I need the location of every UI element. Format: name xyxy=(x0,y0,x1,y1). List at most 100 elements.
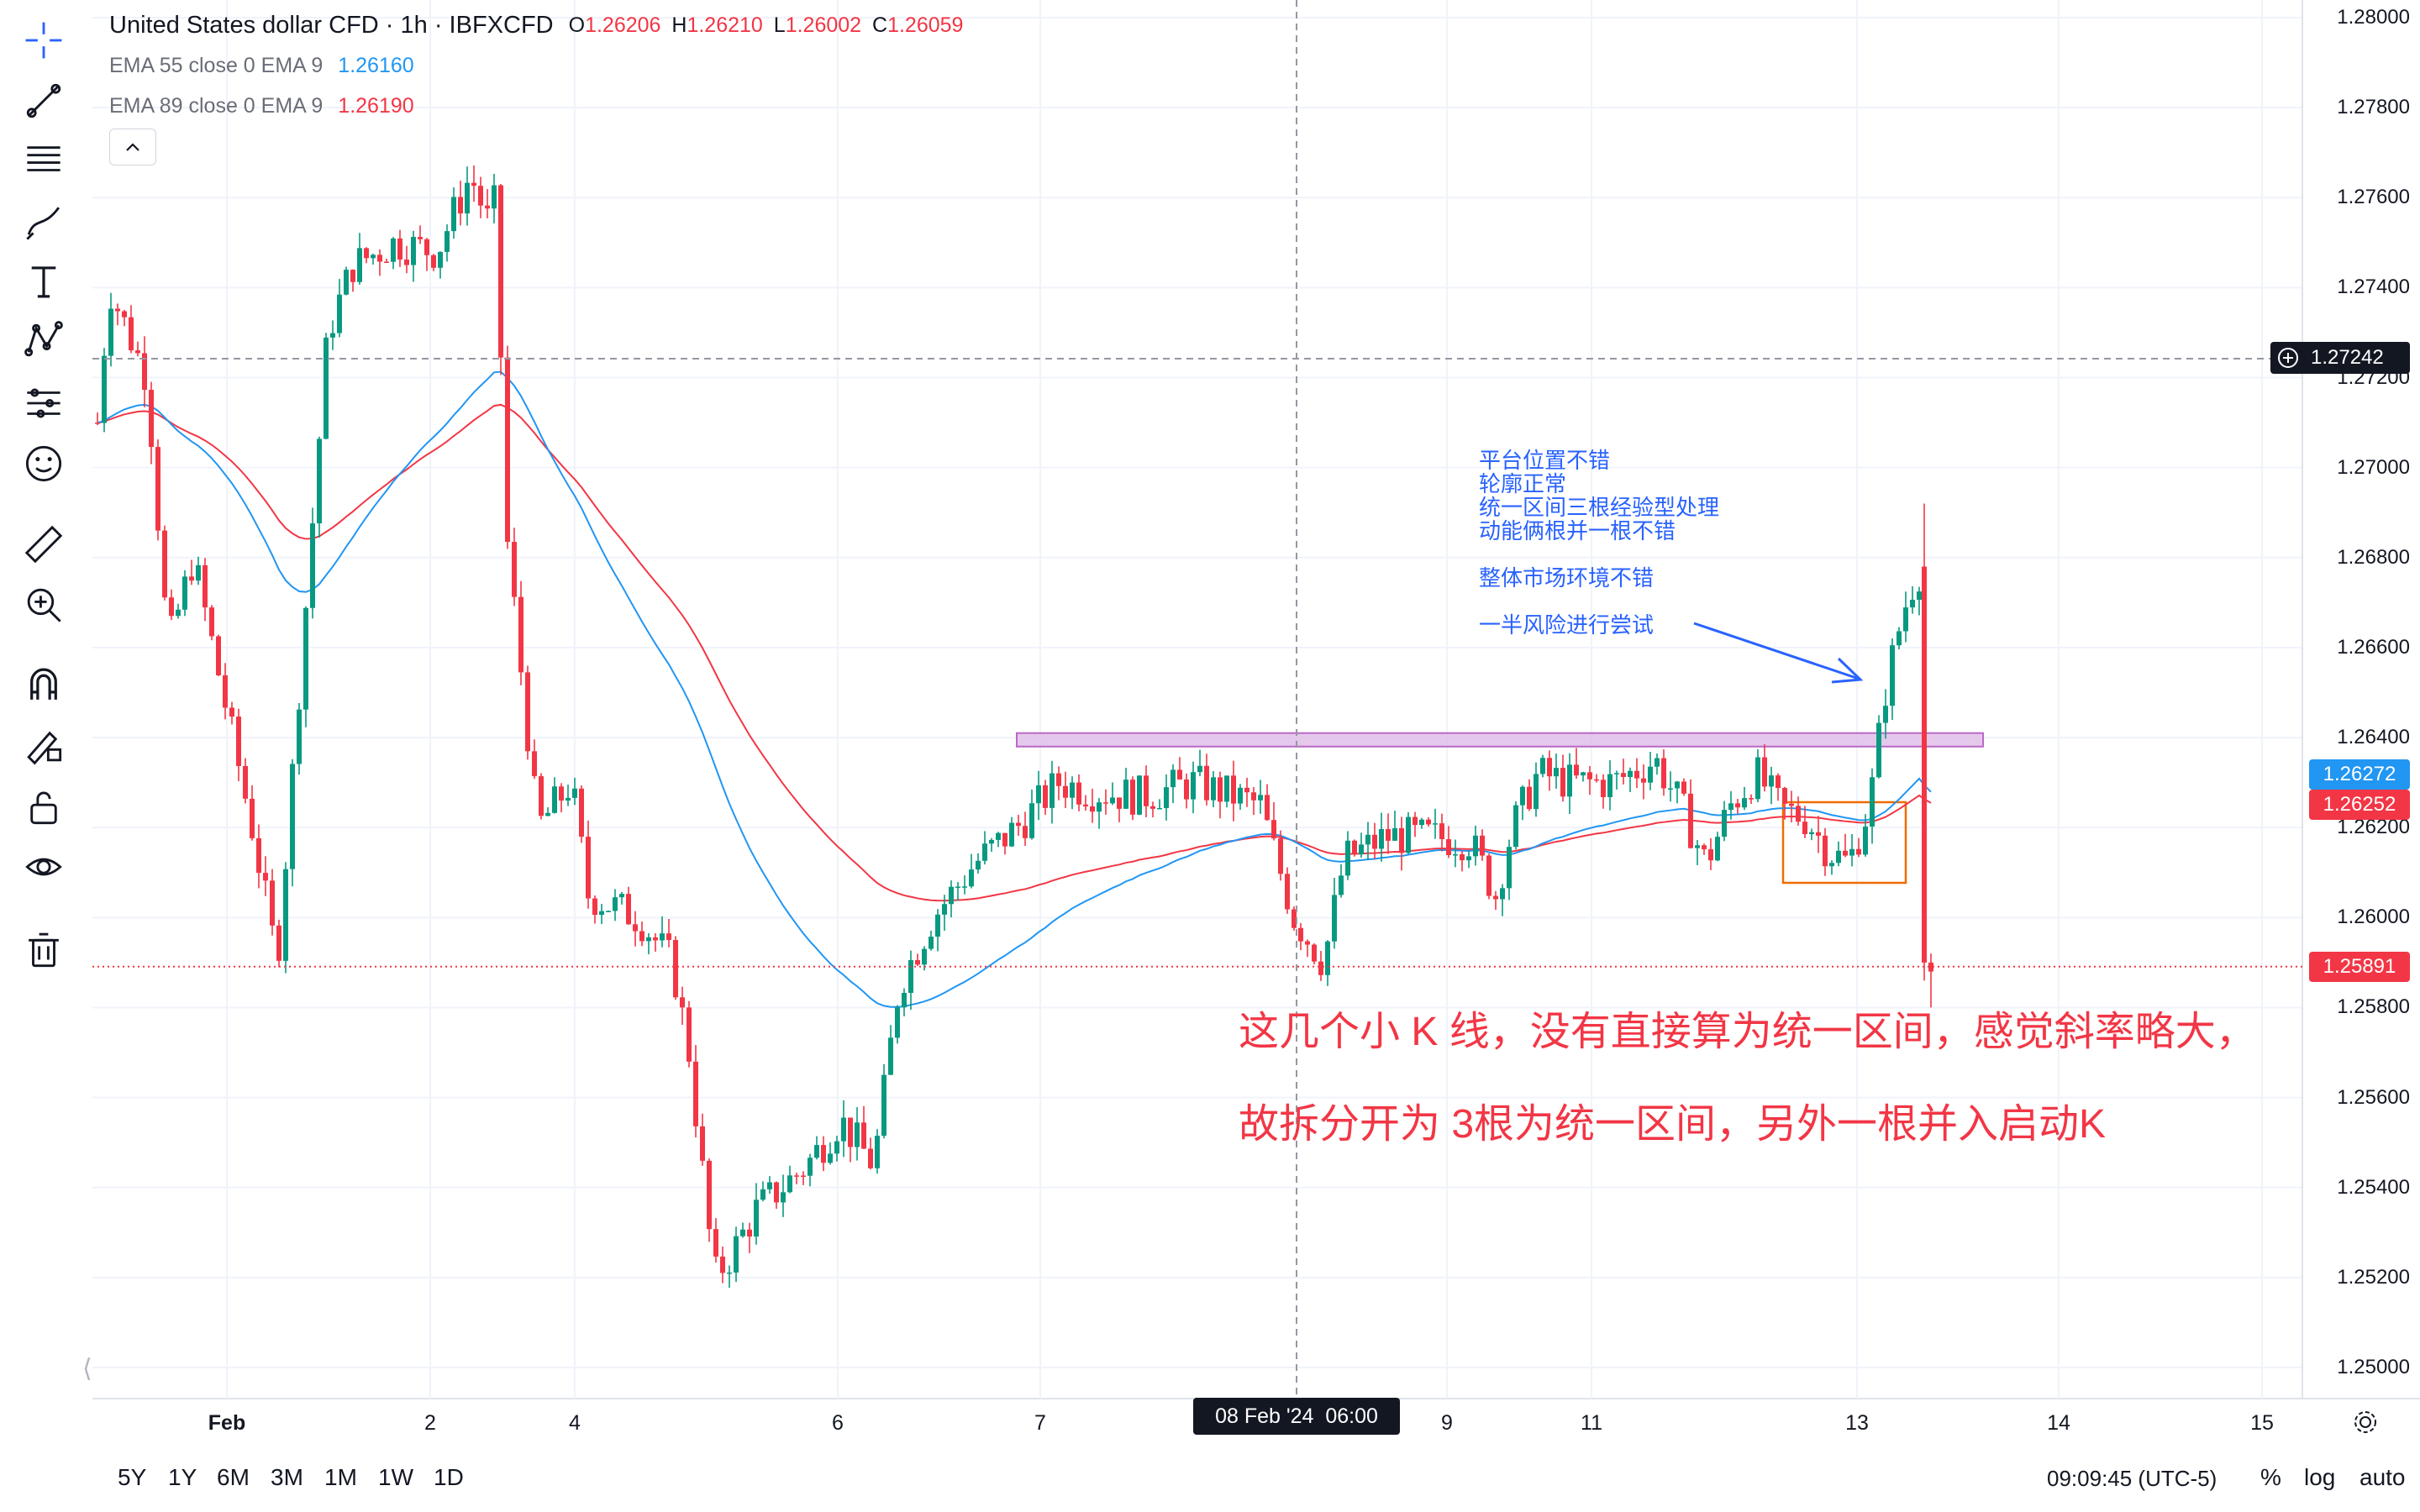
note-platform[interactable]: 平台位置不错 xyxy=(1479,448,1611,473)
candle-body xyxy=(794,1175,799,1177)
candle-body xyxy=(1056,773,1061,786)
candle-body xyxy=(673,940,678,998)
log-toggle[interactable]: log xyxy=(2304,1464,2336,1490)
range-1y-button[interactable]: 1Y xyxy=(168,1464,197,1490)
candle-body xyxy=(713,1229,718,1257)
trend-line-icon[interactable] xyxy=(18,76,69,126)
fib-retracement-icon[interactable] xyxy=(18,134,69,185)
candle-body xyxy=(1755,757,1760,800)
candle-body xyxy=(1117,797,1122,809)
clock[interactable]: 09:09:45 (UTC-5) xyxy=(2047,1466,2217,1491)
range-1m-button[interactable]: 1M xyxy=(324,1464,357,1490)
collapse-legend-button[interactable] xyxy=(109,129,156,165)
candle-body xyxy=(1789,803,1794,806)
ruler-icon[interactable] xyxy=(18,519,69,570)
candle-body xyxy=(203,564,208,608)
range-3m-button[interactable]: 3M xyxy=(271,1464,303,1490)
candle-body xyxy=(855,1122,860,1147)
note-risk[interactable]: 一半风险进行尝试 xyxy=(1479,612,1655,638)
candle-body xyxy=(391,238,396,262)
candle-body xyxy=(115,308,120,312)
candle-body xyxy=(1668,788,1673,790)
magnet-icon[interactable] xyxy=(18,659,69,710)
time-axis-label: Feb xyxy=(208,1411,246,1435)
candle-body xyxy=(532,751,537,777)
note-environment[interactable]: 整体市场环境不错 xyxy=(1479,565,1655,591)
emoji-icon[interactable] xyxy=(18,438,69,489)
trash-icon[interactable] xyxy=(18,924,69,974)
range-1w-button[interactable]: 1W xyxy=(378,1464,413,1490)
price-axis-label: 1.28000 xyxy=(2337,6,2410,29)
candle-body xyxy=(344,270,349,295)
range-5y-button[interactable]: 5Y xyxy=(118,1464,147,1490)
candle-body xyxy=(902,992,907,1008)
candle-body xyxy=(135,350,140,354)
time-axis-label: 14 xyxy=(2047,1411,2070,1435)
candle-body xyxy=(176,609,181,617)
lock-drawings-icon[interactable] xyxy=(18,720,69,770)
candle-body xyxy=(303,607,308,710)
note-red-line2[interactable]: 故拆分开为 3根为统一区间，另外一根并入启动K xyxy=(1239,1102,2107,1147)
range-1d-button[interactable]: 1D xyxy=(434,1464,464,1490)
candle-body xyxy=(1534,774,1539,810)
auto-toggle[interactable]: auto xyxy=(2360,1464,2406,1490)
candle-body xyxy=(1197,765,1202,773)
time-axis-label: 2 xyxy=(424,1411,436,1435)
candle-body xyxy=(1204,765,1209,801)
brush-icon[interactable] xyxy=(18,197,69,248)
candle-body xyxy=(639,931,644,942)
candle-body xyxy=(760,1189,765,1200)
range-6m-button[interactable]: 6M xyxy=(217,1464,250,1490)
price-axis-label: 1.27800 xyxy=(2337,96,2410,119)
candle-body xyxy=(1157,807,1162,810)
candle-body xyxy=(1796,806,1801,822)
candle-body xyxy=(653,937,658,941)
price-axis-label: 1.27000 xyxy=(2337,455,2410,479)
candles xyxy=(95,165,1933,1289)
candle-body xyxy=(935,914,940,937)
candle-body xyxy=(1823,835,1828,867)
candle-body xyxy=(364,248,369,259)
note-red-line1[interactable]: 这几个小 K 线，没有直接算为统一区间，感觉斜率略大， xyxy=(1239,1010,2256,1054)
crosshair-icon[interactable] xyxy=(18,15,69,66)
candle-body xyxy=(1446,839,1451,855)
ema89-legend[interactable]: EMA 89 close 0 EMA 9 1.26190 xyxy=(109,94,414,118)
candle-body xyxy=(1722,810,1727,837)
eye-icon[interactable] xyxy=(18,842,69,892)
candle-body xyxy=(1426,819,1431,825)
unlock-icon[interactable] xyxy=(18,781,69,832)
candle-body xyxy=(1554,768,1559,777)
candle-body xyxy=(1928,962,1933,972)
candle-body xyxy=(747,1229,752,1237)
percent-toggle[interactable]: % xyxy=(2260,1464,2281,1490)
ema55-legend[interactable]: EMA 55 close 0 EMA 9 1.26160 xyxy=(109,54,414,78)
annotation-arrowhead xyxy=(1831,657,1864,684)
symbol-title[interactable]: United States dollar CFD · 1h · IBFXCFD xyxy=(109,12,554,39)
text-icon[interactable] xyxy=(18,256,69,307)
candle-body xyxy=(1097,802,1102,812)
candle-body xyxy=(1036,785,1041,804)
candle-body xyxy=(1762,757,1767,787)
scroll-left-icon[interactable]: ⟨ xyxy=(82,1355,92,1383)
pattern-icon[interactable] xyxy=(18,315,69,365)
candle-body xyxy=(512,542,517,597)
candle-body xyxy=(666,933,671,941)
candle-body xyxy=(1560,768,1565,797)
candle-body xyxy=(787,1175,792,1193)
candle-body xyxy=(767,1182,772,1189)
zoom-in-icon[interactable] xyxy=(18,580,69,630)
price-axis-label: 1.27600 xyxy=(2337,186,2410,209)
chart-settings-icon[interactable] xyxy=(2351,1408,2380,1441)
note-outline[interactable]: 轮廓正常 xyxy=(1479,471,1567,496)
forecast-icon[interactable] xyxy=(18,378,69,428)
candle-body xyxy=(976,860,981,870)
resistance-zone xyxy=(1016,732,1984,748)
note-range[interactable]: 统一区间三根经验型处理 xyxy=(1479,495,1720,520)
note-momentum[interactable]: 动能俩根并一根不错 xyxy=(1479,518,1676,543)
candle-body xyxy=(1271,820,1276,839)
symbol-legend[interactable]: United States dollar CFD · 1h · IBFXCFD … xyxy=(109,12,963,39)
candle-body xyxy=(1399,827,1404,853)
candle-body xyxy=(727,1272,732,1274)
ohlc-values: O1.26206 H1.26210 L1.26002 C1.26059 xyxy=(568,13,964,37)
